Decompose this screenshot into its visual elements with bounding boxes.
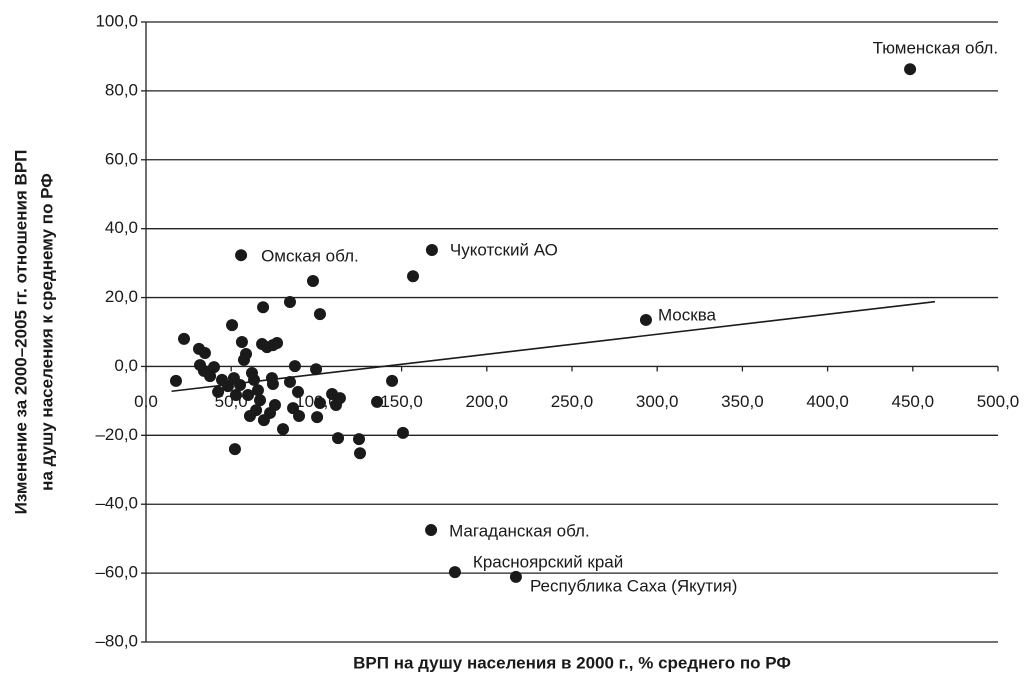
y-axis-title: Изменение за 2000–2005 гг. отношения ВРП [11,150,30,515]
point [407,270,420,283]
point [266,378,279,391]
y-tick-label: 0,0 [114,356,138,375]
point [277,423,290,436]
point [425,524,438,537]
point-label: Магаданская обл. [449,522,590,541]
y-tick-label: 40,0 [105,218,138,237]
point [248,373,261,386]
point [212,385,225,398]
y-tick-label: –40,0 [95,494,138,513]
point [639,313,652,326]
point-label: Республика Саха (Якутия) [530,576,737,595]
x-tick-label: 450,0 [892,392,935,411]
y-tick-label: –60,0 [95,563,138,582]
point [293,410,306,423]
y-tick-label: –80,0 [95,631,138,650]
point [311,411,324,424]
point [271,337,284,350]
point [229,389,242,402]
point [288,360,301,373]
point [234,379,247,392]
point [353,433,365,446]
point [207,361,220,374]
point [509,570,522,583]
point [198,347,211,360]
point-label: Омская обл. [261,247,359,266]
point-label: Красноярский край [473,553,623,572]
point [332,432,345,445]
point [448,566,461,579]
y-tick-label: 80,0 [105,80,138,99]
point [253,394,266,407]
x-tick-label: 150,0 [380,392,423,411]
y-axis-title: на душу населения к среднему по РФ [37,173,56,491]
point [177,332,190,345]
x-tick-label: 300,0 [636,392,679,411]
point-label: Тюменская обл. [873,39,999,58]
point [283,375,296,388]
y-tick-label: 60,0 [105,149,138,168]
point [313,308,326,321]
x-tick-label: 500,0 [977,392,1020,411]
point [354,447,367,460]
point [313,396,326,409]
trend-line [171,300,936,393]
x-axis-title: ВРП на душу населения в 2000 г., % средн… [353,653,791,672]
y-tick-label: –20,0 [95,425,138,444]
point [250,404,263,417]
y-tick-label: 20,0 [105,287,138,306]
point [283,296,296,309]
point-label: Чукотский АО [450,241,558,260]
point [204,370,217,383]
point [268,399,281,412]
point [396,426,409,439]
point [228,443,241,456]
point [291,385,304,398]
point [306,275,319,288]
x-tick-label: 200,0 [466,392,509,411]
point [371,395,384,408]
x-tick-label: 0,0 [134,392,158,411]
point [904,63,917,76]
point [333,392,346,405]
point [242,389,255,402]
y-tick-label: 100,0 [95,11,138,30]
x-tick-label: 400,0 [806,392,849,411]
point [226,319,239,332]
point [425,244,438,257]
point [386,374,399,387]
point-label: Москва [658,305,717,324]
x-tick-label: 250,0 [551,392,594,411]
point [257,301,270,314]
point [251,384,264,397]
point [310,363,323,376]
point [169,374,182,387]
x-tick-label: 350,0 [721,392,764,411]
point [240,348,253,361]
point [235,335,248,348]
point [235,249,248,262]
